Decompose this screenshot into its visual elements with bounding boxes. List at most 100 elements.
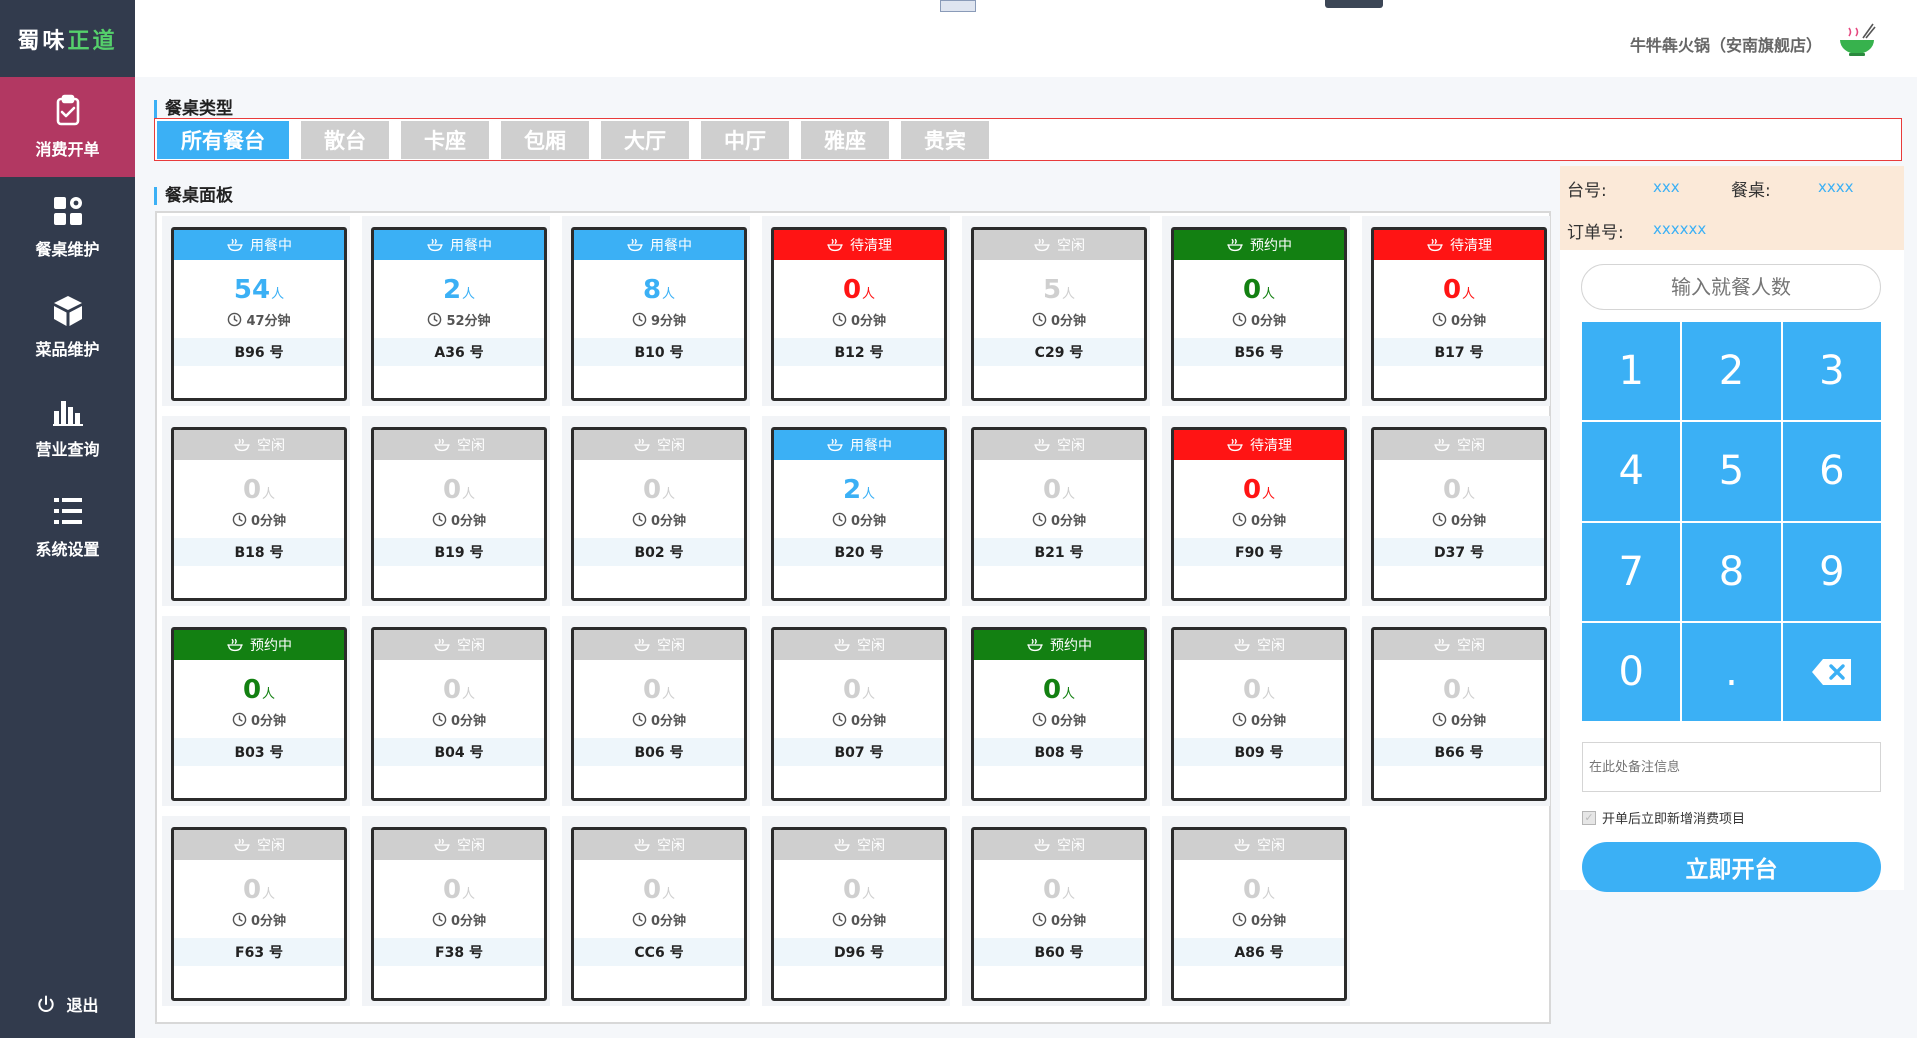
hotpot-icon [626,236,650,254]
sidebar-item-4[interactable]: 系统设置 [0,477,135,577]
table-status-label: 用餐中 [850,438,892,454]
keypad-key-6[interactable]: 6 [1782,422,1881,521]
guest-count-input[interactable] [1581,264,1881,310]
window-deco-left [940,0,976,12]
table-number: B56 号 [1174,338,1344,366]
table-card[interactable]: 用餐中 2 人 52分钟 A36 号 [371,227,547,401]
table-status-label: 空闲 [257,838,285,854]
table-card[interactable]: 空闲 0 人 0分钟 B60 号 [971,827,1147,1001]
table-status-header: 空闲 [374,830,544,860]
table-status-header: 待清理 [1174,430,1344,460]
table-card[interactable]: 空闲 0 人 0分钟 B02 号 [571,427,747,601]
tab-table-type-1[interactable]: 散台 [301,121,389,159]
table-card[interactable]: 空闲 0 人 0分钟 B19 号 [371,427,547,601]
sidebar-item-2[interactable]: 菜品维护 [0,277,135,377]
open-table-button[interactable]: 立即开台 [1582,842,1881,892]
keypad-key-9[interactable]: 9 [1782,522,1881,621]
table-card[interactable]: 预约中 0 人 0分钟 B56 号 [1171,227,1347,401]
keypad-key-1[interactable]: 1 [1582,322,1681,421]
tab-table-type-4[interactable]: 大厅 [601,121,689,159]
guest-count-unit: 人 [1062,287,1076,302]
table-card[interactable]: 空闲 0 人 0分钟 B66 号 [1371,627,1547,801]
hotpot-icon [1026,636,1050,654]
table-card[interactable]: 空闲 0 人 0分钟 B06 号 [571,627,747,801]
clock-icon [832,712,851,727]
table-card[interactable]: 空闲 0 人 0分钟 B04 号 [371,627,547,801]
clock-icon [832,912,851,927]
clock-icon [232,512,251,527]
guest-count-number: 0 [842,875,862,905]
table-card[interactable]: 待清理 0 人 0分钟 B17 号 [1371,227,1547,401]
sidebar-item-0[interactable]: 消费开单 [0,77,135,177]
keypad-key-7[interactable]: 7 [1582,522,1681,621]
tab-table-type-6[interactable]: 雅座 [801,121,889,159]
tab-table-type-2[interactable]: 卡座 [401,121,489,159]
table-card[interactable]: 待清理 0 人 0分钟 F90 号 [1171,427,1347,601]
table-card[interactable]: 空闲 0 人 0分钟 B21 号 [971,427,1147,601]
table-status-header: 待清理 [1374,230,1544,260]
grid-settings-icon [51,194,85,228]
table-status-header: 用餐中 [574,230,744,260]
elapsed-time: 0分钟 [774,908,944,930]
table-card[interactable]: 预约中 0 人 0分钟 B08 号 [971,627,1147,801]
keypad-key-8[interactable]: 8 [1682,522,1781,621]
keypad-key-5[interactable]: 5 [1682,422,1781,521]
hotpot-icon [433,436,457,454]
table-card[interactable]: 空闲 0 人 0分钟 D96 号 [771,827,947,1001]
elapsed-time-text: 0分钟 [650,713,687,729]
table-status-header: 空闲 [974,230,1144,260]
hotpot-icon [226,236,250,254]
keypad-key-2[interactable]: 2 [1682,322,1781,421]
tab-table-type-0[interactable]: 所有餐台 [157,121,289,159]
elapsed-time-text: 0分钟 [650,513,687,529]
table-number: A86 号 [1174,938,1344,966]
table-card[interactable]: 用餐中 8 人 9分钟 B10 号 [571,227,747,401]
brand-text-part2: 正道 [67,28,118,54]
sidebar-item-3[interactable]: 营业查询 [0,377,135,477]
sidebar-item-1[interactable]: 餐桌维护 [0,177,135,277]
table-number: B20 号 [774,538,944,566]
keypad-key-dot[interactable]: . [1682,622,1781,721]
tab-table-type-5[interactable]: 中厅 [701,121,789,159]
tab-table-type-7[interactable]: 贵宾 [901,121,989,159]
table-card[interactable]: 空闲 0 人 0分钟 F38 号 [371,827,547,1001]
note-input[interactable] [1582,742,1881,792]
elapsed-time-text: 0分钟 [250,913,287,929]
table-card[interactable]: 空闲 0 人 0分钟 B07 号 [771,627,947,801]
table-card[interactable]: 预约中 0 人 0分钟 B03 号 [171,627,347,801]
guest-count-number: 0 [242,875,262,905]
table-status-label: 空闲 [857,638,885,654]
tab-table-type-3[interactable]: 包厢 [501,121,589,159]
table-card-cell: 待清理 0 人 0分钟 B12 号 [762,216,950,406]
elapsed-time: 47分钟 [174,308,344,330]
table-card[interactable]: 待清理 0 人 0分钟 B12 号 [771,227,947,401]
table-card[interactable]: 用餐中 54 人 47分钟 B96 号 [171,227,347,401]
table-status-label: 空闲 [657,838,685,854]
elapsed-time: 0分钟 [1374,308,1544,330]
keypad-key-3[interactable]: 3 [1782,322,1881,421]
elapsed-time: 52分钟 [374,308,544,330]
table-card[interactable]: 空闲 0 人 0分钟 A86 号 [1171,827,1347,1001]
keypad-key-0[interactable]: 0 [1582,622,1681,721]
table-number: A36 号 [374,338,544,366]
table-card[interactable]: 用餐中 2 人 0分钟 B20 号 [771,427,947,601]
table-status-header: 用餐中 [174,230,344,260]
table-card[interactable]: 空闲 0 人 0分钟 B18 号 [171,427,347,601]
keypad-backspace-button[interactable] [1782,622,1881,721]
hotpot-icon [833,836,857,854]
table-card[interactable]: 空闲 0 人 0分钟 B09 号 [1171,627,1347,801]
logout-button[interactable]: 退出 [0,992,135,1016]
table-card[interactable]: 空闲 0 人 0分钟 F63 号 [171,827,347,1001]
table-status-label: 空闲 [857,838,885,854]
table-card[interactable]: 空闲 0 人 0分钟 D37 号 [1371,427,1547,601]
table-card[interactable]: 空闲 5 人 0分钟 C29 号 [971,227,1147,401]
table-card[interactable]: 空闲 0 人 0分钟 CC6 号 [571,827,747,1001]
add-items-checkbox[interactable]: ✓ [1582,810,1596,825]
keypad-key-4[interactable]: 4 [1582,422,1681,521]
table-number: B10 号 [574,338,744,366]
table-number: C29 号 [974,338,1144,366]
add-items-option: ✓ 开单后立即新增消费项目 [1582,808,1745,827]
